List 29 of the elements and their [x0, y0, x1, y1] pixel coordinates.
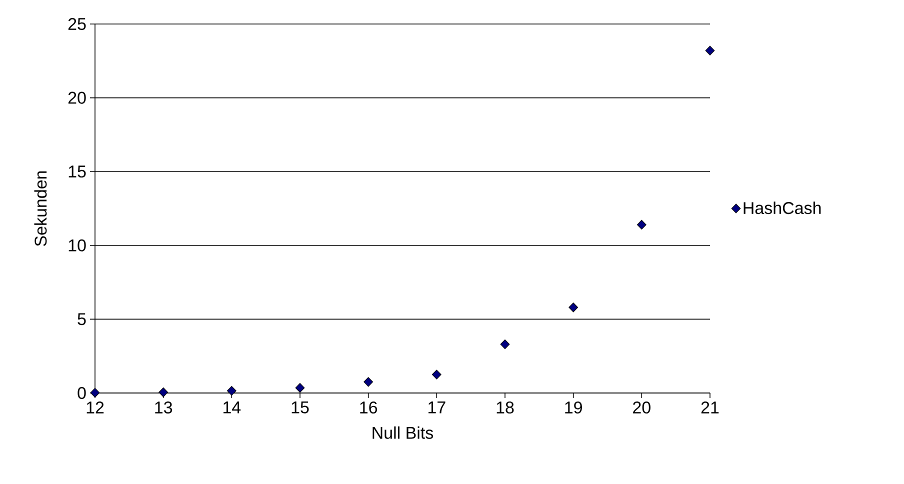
- x-tick-label: 16: [360, 402, 378, 414]
- x-tick-label: 20: [633, 402, 650, 414]
- x-tick-label: 17: [428, 402, 446, 414]
- y-tick-label: 20: [68, 92, 86, 104]
- point: [226, 386, 236, 396]
- point: [432, 370, 442, 380]
- x-tick-label: 13: [155, 402, 172, 414]
- point: [158, 387, 168, 398]
- legend-label: HashCash: [744, 202, 821, 214]
- point: [364, 377, 374, 387]
- point: [705, 46, 715, 56]
- x-tick-label: 18: [496, 402, 514, 414]
- x-axis-title: Null Bits: [372, 426, 434, 439]
- x-tick-label: 12: [86, 402, 104, 414]
- y-tick-label: 15: [68, 166, 86, 178]
- y-tick-label: 10: [68, 239, 86, 252]
- x-tick-label: 14: [224, 402, 241, 414]
- point: [568, 302, 578, 312]
- x-tick-label: 21: [701, 402, 719, 414]
- y-tick-label: 5: [78, 313, 86, 326]
- x-tick-label: 19: [565, 402, 582, 414]
- point: [90, 388, 100, 398]
- y-axis-title: Sekunden: [34, 171, 47, 246]
- x-tick-label: 15: [292, 402, 309, 414]
- point: [295, 383, 305, 393]
- y-tick-label: 25: [68, 18, 86, 30]
- point: [636, 220, 646, 230]
- y-tick-label: 0: [78, 386, 86, 400]
- point: [500, 339, 510, 350]
